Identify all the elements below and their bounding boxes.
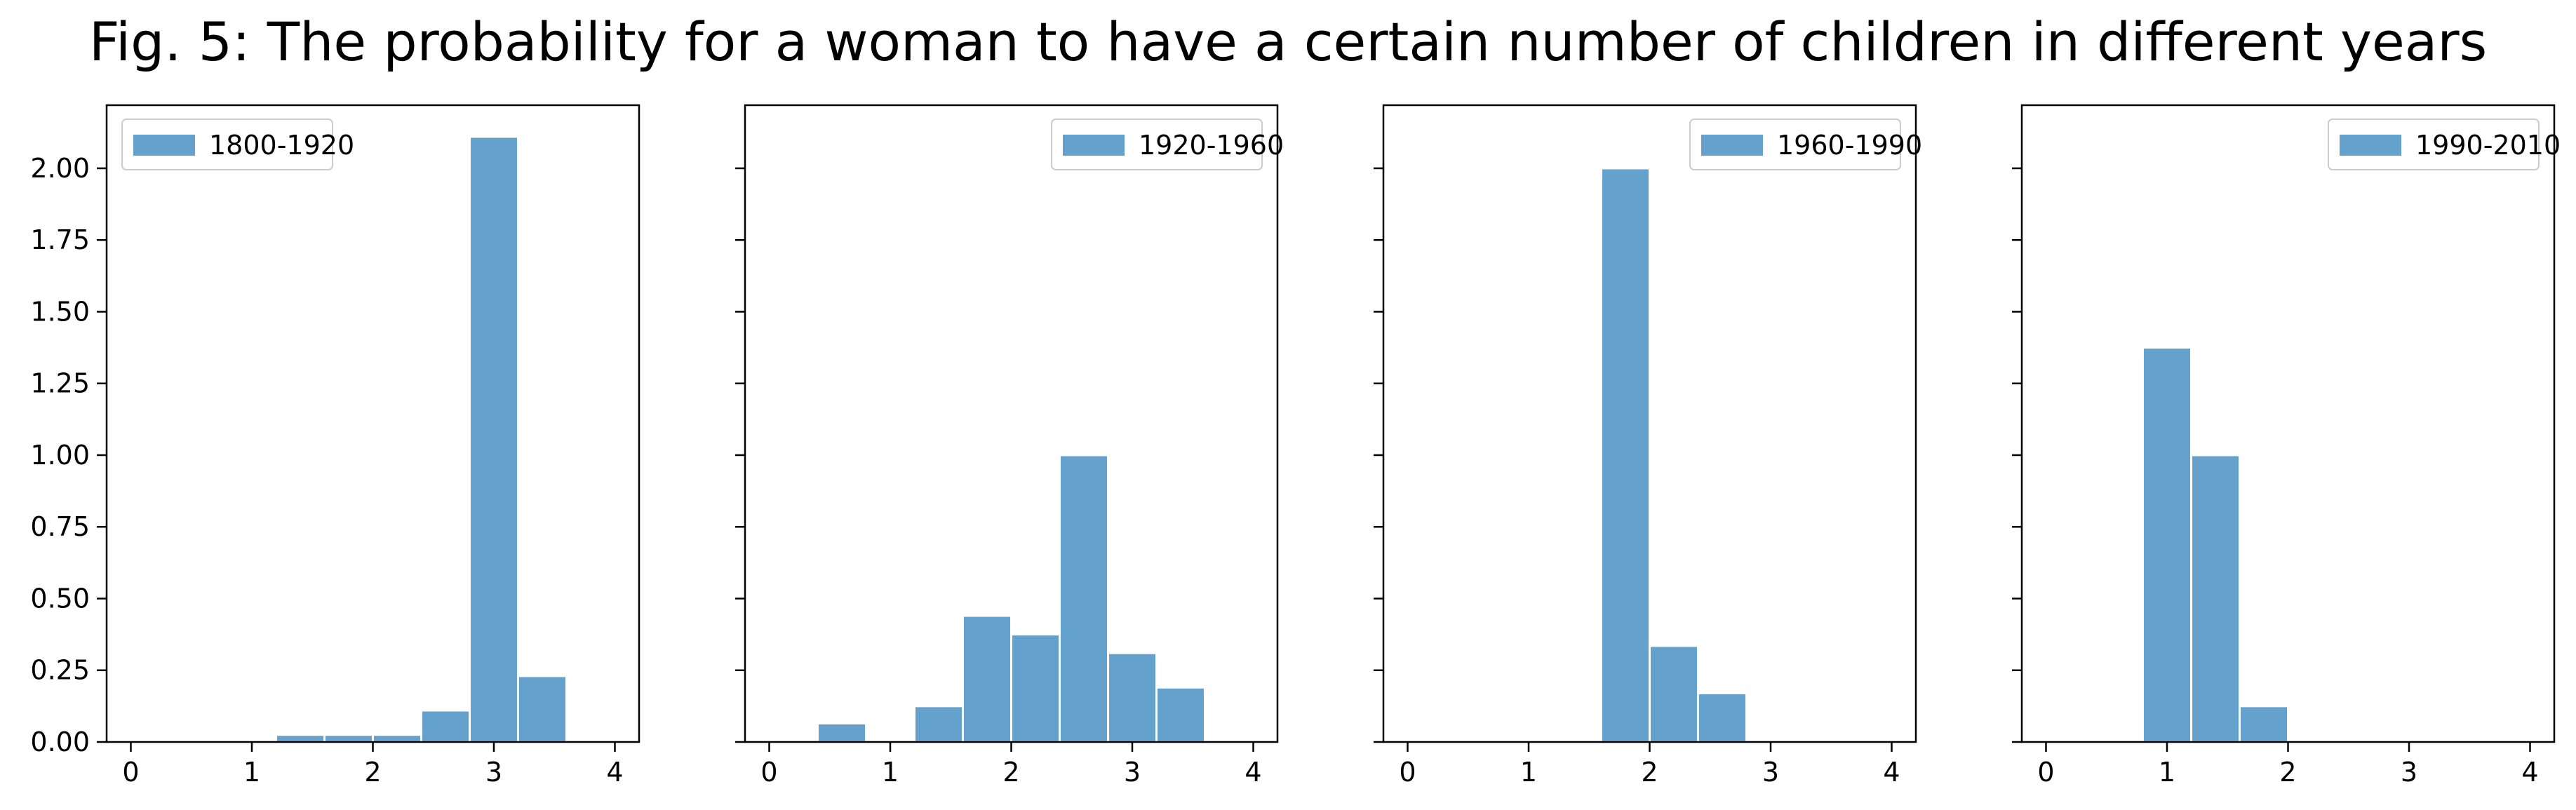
subplot-2: 0 1 2 3 4 1920-1960 <box>735 104 1284 788</box>
legend: 1800-1920 <box>121 119 354 170</box>
subplot-1: 0 1 2 3 4 0.00 0.25 0.50 0.75 1.00 1.25 1.50 1.75 2.0… <box>30 104 640 788</box>
histogram-bar <box>1010 633 1061 743</box>
y-tick-label: 1.75 <box>30 224 90 255</box>
x-tick-label: 2 <box>1002 757 1019 788</box>
x-tick-label: 4 <box>2521 757 2538 788</box>
histogram-bar <box>517 675 568 743</box>
legend-label: 1800-1920 <box>209 130 354 161</box>
x-tick-label: 1 <box>1520 757 1537 788</box>
x-tick-label: 1 <box>882 757 899 788</box>
legend: 1990-2010 <box>2328 119 2561 170</box>
legend-label: 1960-1990 <box>1777 130 1922 161</box>
legend: 1960-1990 <box>1689 119 1922 170</box>
histogram-bar <box>275 734 326 743</box>
axes-frame <box>2020 104 2556 743</box>
y-tick-label: 1.50 <box>30 296 90 327</box>
histogram-bar <box>2190 454 2241 743</box>
histogram-bar <box>1600 167 1651 743</box>
histogram-bar <box>420 709 471 743</box>
x-tick-label: 3 <box>2401 757 2417 788</box>
legend-box <box>1689 119 1901 170</box>
histogram-bar <box>1697 691 1747 743</box>
legend: 1920-1960 <box>1051 119 1284 170</box>
y-tick-label: 0.25 <box>30 655 90 686</box>
legend-box <box>121 119 333 170</box>
legend-label: 1990-2010 <box>2415 130 2561 161</box>
legend-swatch <box>1063 135 1125 156</box>
x-tick-label: 3 <box>1762 757 1779 788</box>
y-tick-label: 0.50 <box>30 583 90 614</box>
legend-box <box>2328 119 2540 170</box>
histogram-bar <box>1155 686 1206 743</box>
histogram-bar <box>1107 652 1158 743</box>
histogram-bar <box>372 734 422 743</box>
x-tick-label: 4 <box>606 757 623 788</box>
y-tick-label: 1.25 <box>30 368 90 399</box>
x-tick-label: 3 <box>1124 757 1141 788</box>
histogram-bar <box>2142 346 2192 743</box>
figure-title: Fig. 5: The probability for a woman to h… <box>88 11 2488 73</box>
x-tick-label: 2 <box>2279 757 2296 788</box>
axes-frame <box>105 104 640 743</box>
histogram-bar <box>913 705 964 743</box>
legend-box <box>1051 119 1263 170</box>
x-tick-label: 0 <box>1399 757 1416 788</box>
x-tick-label: 1 <box>2159 757 2175 788</box>
x-tick-label: 3 <box>485 757 502 788</box>
x-tick-label: 1 <box>243 757 260 788</box>
x-tick-label: 0 <box>2037 757 2054 788</box>
legend-swatch <box>133 135 195 156</box>
legend-swatch <box>2340 135 2401 156</box>
y-tick-label: 2.00 <box>30 153 90 184</box>
histogram-bar <box>469 135 519 743</box>
x-tick-label: 0 <box>122 757 139 788</box>
histogram-bar <box>1649 644 1699 743</box>
legend-swatch <box>1701 135 1763 156</box>
y-tick-label: 1.00 <box>30 440 90 471</box>
y-tick-label: 0.75 <box>30 511 90 542</box>
subplot-3: 0 1 2 3 4 1960-1990 <box>1374 104 1922 788</box>
x-tick-label: 4 <box>1245 757 1261 788</box>
legend-label: 1920-1960 <box>1139 130 1284 161</box>
histogram-bar <box>1059 454 1109 743</box>
y-tick-label: 0.00 <box>30 727 90 757</box>
subplot-4: 0 1 2 3 4 1990-2010 <box>2012 104 2561 788</box>
x-tick-label: 2 <box>1641 757 1658 788</box>
x-tick-label: 4 <box>1883 757 1900 788</box>
histogram-bar <box>323 734 374 743</box>
histogram-bar <box>962 614 1012 743</box>
histogram-bar <box>2239 705 2289 743</box>
x-tick-label: 0 <box>760 757 777 788</box>
x-tick-label: 2 <box>364 757 381 788</box>
histogram-bar <box>817 722 867 743</box>
